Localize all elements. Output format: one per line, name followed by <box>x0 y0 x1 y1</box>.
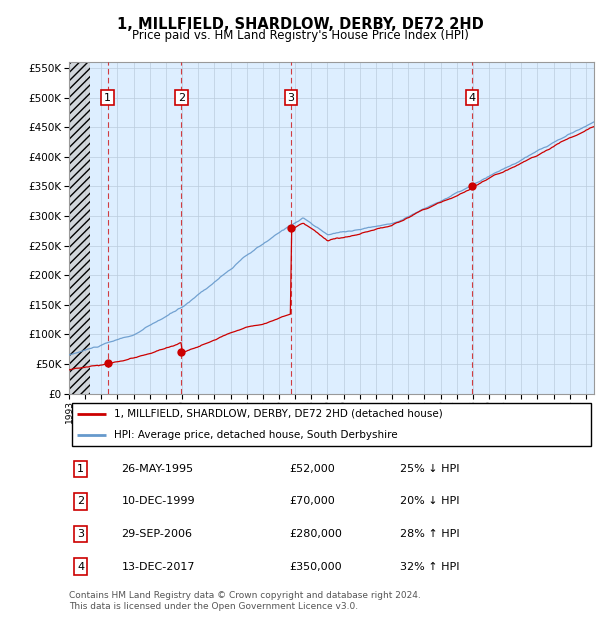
Text: 4: 4 <box>469 92 476 102</box>
Text: 29-SEP-2006: 29-SEP-2006 <box>121 529 193 539</box>
Text: 13-DEC-2017: 13-DEC-2017 <box>121 562 195 572</box>
Text: £70,000: £70,000 <box>290 497 335 507</box>
Text: 1: 1 <box>104 92 111 102</box>
Text: 10-DEC-1999: 10-DEC-1999 <box>121 497 195 507</box>
Text: Price paid vs. HM Land Registry's House Price Index (HPI): Price paid vs. HM Land Registry's House … <box>131 29 469 42</box>
Text: 1: 1 <box>77 464 84 474</box>
Text: 1, MILLFIELD, SHARDLOW, DERBY, DE72 2HD: 1, MILLFIELD, SHARDLOW, DERBY, DE72 2HD <box>116 17 484 32</box>
Text: 2: 2 <box>178 92 185 102</box>
Text: £52,000: £52,000 <box>290 464 335 474</box>
Text: 3: 3 <box>77 529 84 539</box>
Bar <box>69 62 90 394</box>
Text: 2: 2 <box>77 497 84 507</box>
Text: £350,000: £350,000 <box>290 562 342 572</box>
Text: 25% ↓ HPI: 25% ↓ HPI <box>400 464 459 474</box>
FancyBboxPatch shape <box>71 403 592 446</box>
Text: 4: 4 <box>77 562 84 572</box>
Text: Contains HM Land Registry data © Crown copyright and database right 2024.: Contains HM Land Registry data © Crown c… <box>69 591 421 600</box>
Text: £280,000: £280,000 <box>290 529 343 539</box>
Text: 28% ↑ HPI: 28% ↑ HPI <box>400 529 460 539</box>
Text: 26-MAY-1995: 26-MAY-1995 <box>121 464 194 474</box>
Text: 1, MILLFIELD, SHARDLOW, DERBY, DE72 2HD (detached house): 1, MILLFIELD, SHARDLOW, DERBY, DE72 2HD … <box>113 409 442 419</box>
Text: 32% ↑ HPI: 32% ↑ HPI <box>400 562 459 572</box>
Text: 20% ↓ HPI: 20% ↓ HPI <box>400 497 459 507</box>
Text: This data is licensed under the Open Government Licence v3.0.: This data is licensed under the Open Gov… <box>69 602 358 611</box>
Text: 3: 3 <box>287 92 295 102</box>
Text: HPI: Average price, detached house, South Derbyshire: HPI: Average price, detached house, Sout… <box>113 430 397 440</box>
